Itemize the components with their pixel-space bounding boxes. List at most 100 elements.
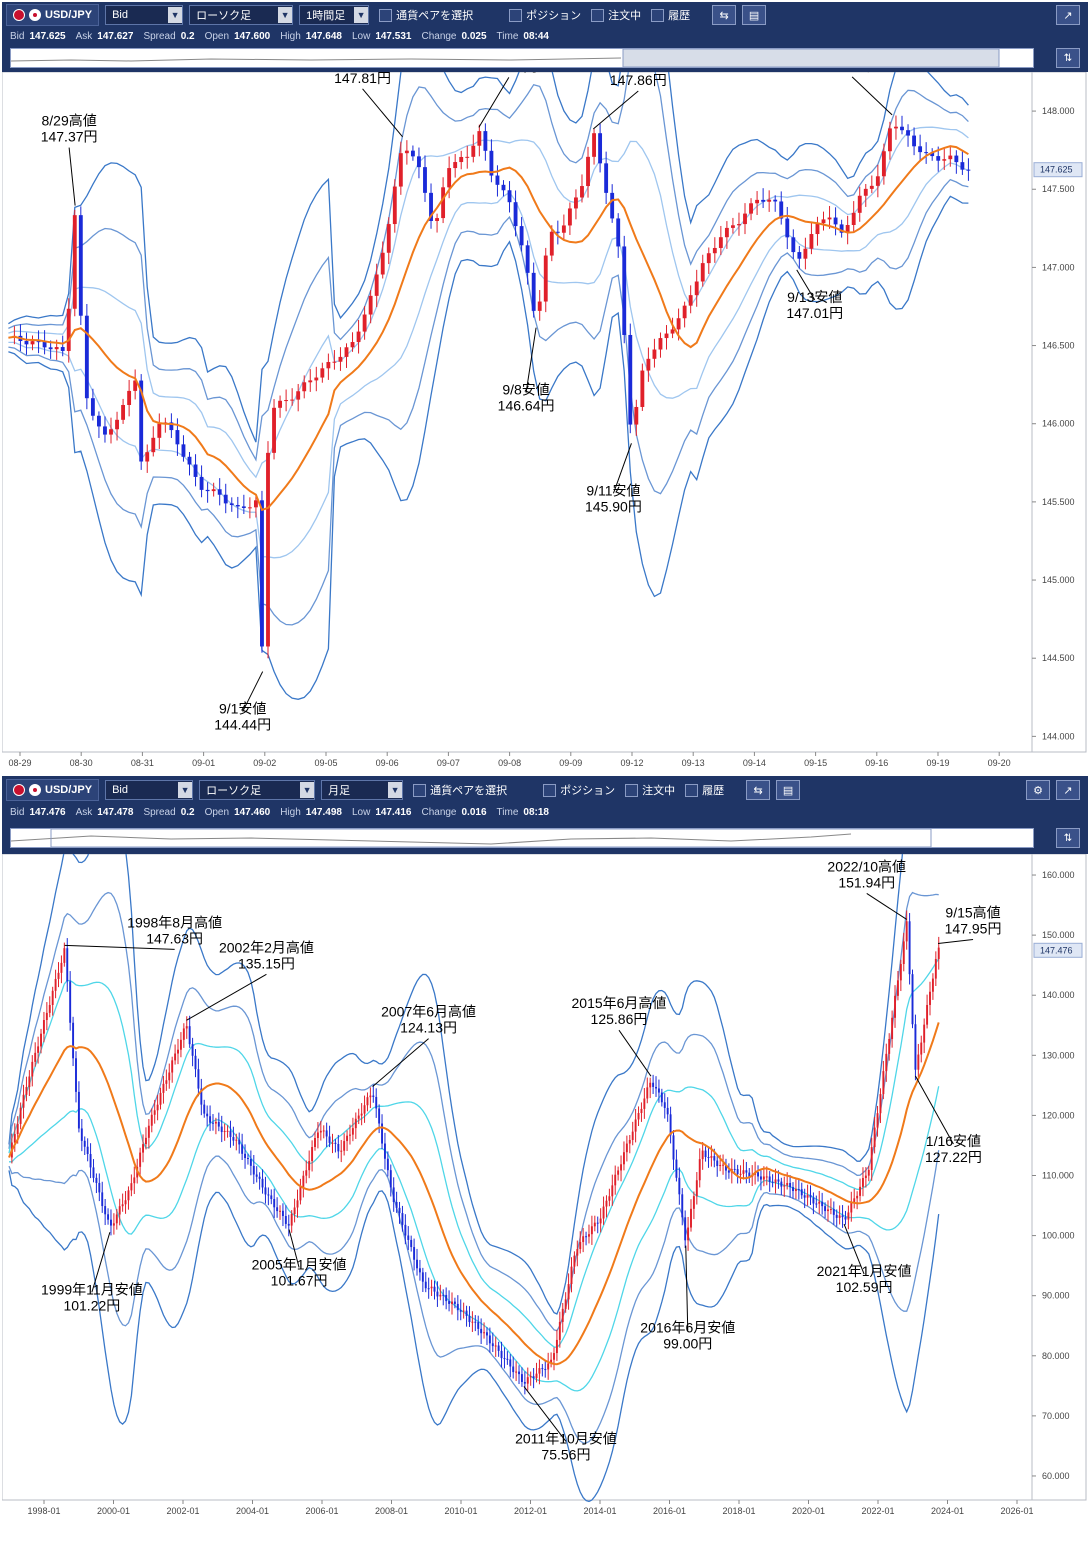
price-annotation: 9/6高値147.81円	[334, 72, 403, 138]
navigator-zoom-icon[interactable]: ⇅	[1056, 828, 1080, 848]
candle-body	[378, 1108, 381, 1124]
candle-body	[555, 231, 560, 233]
select-pair-checkbox[interactable]	[379, 8, 393, 22]
popout-icon[interactable]: ↗	[1056, 5, 1080, 25]
candle-body	[372, 1095, 375, 1097]
annotation-value: 144.44円	[214, 717, 271, 733]
candle-body	[127, 1190, 130, 1201]
annotation-arrow	[64, 944, 175, 950]
candle-body	[212, 1122, 214, 1124]
candle-body	[429, 192, 433, 221]
candle-body	[888, 1038, 891, 1054]
chart-settings-button[interactable]: ⇆	[746, 780, 771, 800]
plot-area	[2, 854, 1033, 1501]
candle-body	[783, 1185, 786, 1187]
currency-pair-button[interactable]: USD/JPY	[6, 779, 100, 801]
gear-icon[interactable]: ⚙	[1026, 780, 1050, 800]
spread-value: 0.2	[180, 30, 195, 42]
window-button[interactable]: ▤	[776, 780, 801, 800]
annotation-arrow	[914, 1075, 954, 1145]
candle-body	[398, 153, 403, 187]
candle-body	[602, 1206, 605, 1219]
candle-body	[98, 1182, 101, 1193]
candle-body	[380, 252, 385, 275]
candle-body	[663, 1102, 666, 1108]
history-label: 履歴	[668, 10, 691, 22]
candle-body	[159, 1092, 162, 1105]
candle-body	[669, 1114, 672, 1136]
candle-body	[845, 224, 850, 233]
candle-body	[331, 1142, 334, 1144]
candle-body	[241, 1144, 244, 1154]
candle-body	[308, 380, 313, 383]
x-tick-label: 09-13	[682, 758, 705, 768]
candle-body	[453, 1301, 456, 1304]
candle-body	[423, 167, 427, 193]
candle-body	[16, 1123, 19, 1135]
annotation-arrow	[288, 1229, 300, 1268]
period-select[interactable]: 月足 ▼	[321, 780, 404, 800]
currency-pair-button[interactable]: USD/JPY	[6, 4, 100, 26]
candle-body	[229, 503, 234, 505]
popout-icon[interactable]: ↗	[1056, 780, 1080, 800]
candle-body	[247, 507, 252, 509]
candle-body	[827, 1209, 829, 1212]
candle-body	[762, 1176, 765, 1180]
candle-body	[688, 295, 693, 306]
candle-body	[112, 1223, 115, 1226]
candle-body	[672, 1135, 675, 1160]
navigator-zoom-icon[interactable]: ⇅	[1056, 48, 1080, 68]
window-button[interactable]: ▤	[742, 5, 767, 25]
select-pair-checkbox[interactable]	[413, 783, 427, 797]
x-tick-label: 2006-01	[305, 1506, 338, 1516]
candle-body	[869, 185, 874, 189]
candle-body	[272, 407, 276, 453]
candle-body	[570, 1266, 573, 1285]
x-tick-label: 08-29	[8, 758, 31, 768]
price-type-select[interactable]: Bid ▼	[105, 780, 194, 800]
candle-body	[923, 1024, 926, 1043]
navigator-scrollbar[interactable]	[10, 48, 1034, 68]
candle-body	[707, 1157, 710, 1159]
chart-settings-button[interactable]: ⇆	[712, 5, 737, 25]
candle-body	[857, 195, 862, 213]
candle-body	[538, 1368, 541, 1374]
candle-body	[765, 1176, 768, 1178]
candle-body	[829, 1209, 832, 1211]
candle-body	[392, 1187, 395, 1203]
annotation-arrow	[525, 327, 537, 393]
x-tick-label: 09-15	[804, 758, 827, 768]
orders-checkbox[interactable]	[591, 8, 605, 22]
navigator-scrollbar[interactable]	[10, 828, 1034, 848]
chart-type-select[interactable]: ローソク足 ▼	[189, 5, 294, 25]
candle-body	[75, 1058, 77, 1092]
period-value: 月足	[328, 785, 351, 797]
position-checkbox[interactable]	[543, 783, 557, 797]
candle-body	[812, 1197, 815, 1204]
y-tick-label: 145.500	[1042, 497, 1075, 507]
us-flag-icon	[13, 9, 25, 21]
candle-body	[465, 156, 470, 158]
x-tick-label: 2022-01	[861, 1506, 894, 1516]
candle-body	[468, 1315, 471, 1323]
x-tick-label: 2024-01	[931, 1506, 964, 1516]
candle-body	[716, 1160, 719, 1167]
bollinger-band-line	[8, 178, 969, 626]
open-label: Open	[204, 30, 230, 42]
position-checkbox[interactable]	[509, 8, 523, 22]
history-checkbox[interactable]	[651, 8, 665, 22]
period-select[interactable]: 1時間足 ▼	[299, 5, 370, 25]
candle-body	[427, 1288, 430, 1290]
history-checkbox[interactable]	[685, 783, 699, 797]
low-value: 147.416	[375, 806, 412, 818]
candle-body	[60, 347, 65, 351]
candle-body	[942, 159, 947, 161]
candle-body	[926, 1004, 929, 1025]
change-value: 0.025	[461, 30, 487, 42]
price-type-select[interactable]: Bid ▼	[105, 5, 184, 25]
candle-body	[104, 1206, 107, 1215]
orders-checkbox[interactable]	[625, 783, 639, 797]
chart-type-select[interactable]: ローソク足 ▼	[199, 780, 316, 800]
candle-body	[592, 133, 596, 157]
